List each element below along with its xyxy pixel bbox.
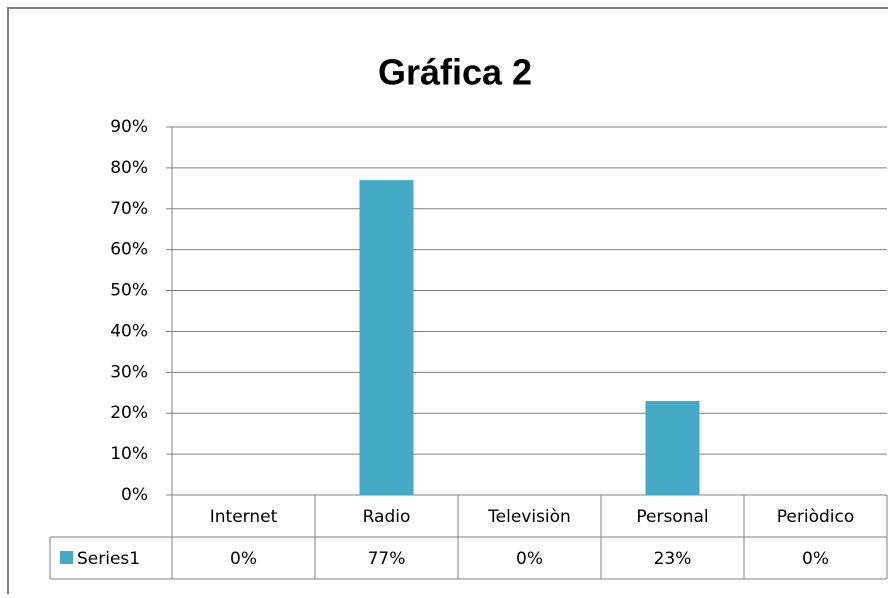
bar [645,400,700,495]
x-tick-label: Radio [363,507,411,527]
data-table-value: 23% [654,549,692,569]
y-tick-label: 30% [110,362,148,382]
y-tick-label: 10% [110,444,148,464]
x-tick-label: Internet [210,507,278,527]
y-tick-label: 40% [110,321,148,341]
y-tick-label: 90% [110,117,148,137]
data-table-value: 77% [368,549,406,569]
y-tick-label: 0% [121,485,148,505]
data-table-value: 0% [516,549,543,569]
legend-swatch [60,551,73,564]
y-tick-label: 60% [110,240,148,260]
y-tick-label: 80% [110,158,148,178]
bar [359,180,414,495]
data-table-value: 0% [230,549,257,569]
chart-title: Gráfica 2 [378,52,532,93]
x-tick-label: Televisiòn [487,507,571,527]
y-tick-label: 50% [110,281,148,301]
x-tick-label: Personal [636,507,708,527]
x-tick-label: Periòdico [777,507,854,527]
y-tick-label: 70% [110,199,148,219]
y-tick-label: 20% [110,403,148,423]
chart-frame [7,7,888,598]
data-table-value: 0% [802,549,829,569]
legend-label: Series1 [77,549,140,569]
